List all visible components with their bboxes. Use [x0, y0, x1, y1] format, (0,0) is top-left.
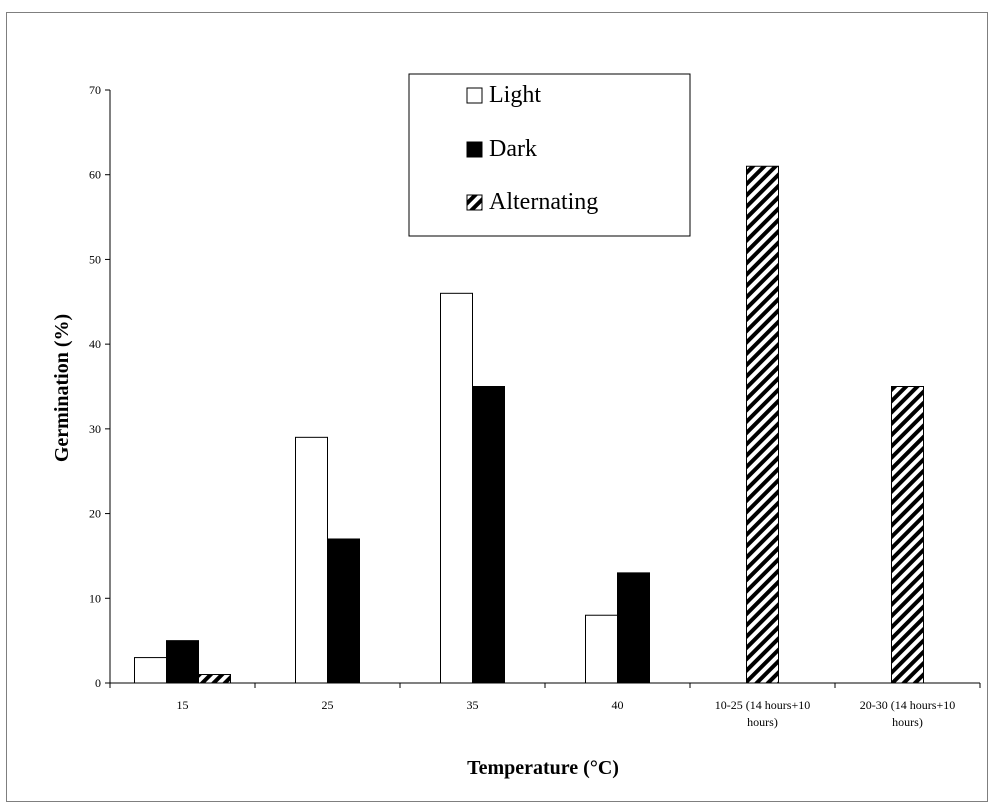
x-tick-label: 15	[177, 698, 189, 712]
x-tick-label: 20-30 (14 hours+10 hours)	[860, 698, 955, 729]
y-tick-label: 60	[89, 168, 101, 182]
bar-dark	[617, 572, 650, 684]
legend-swatch-light	[466, 87, 483, 104]
legend-label-dark: Dark	[489, 136, 537, 162]
x-tick-label: 35	[467, 698, 479, 712]
legend: Light Dark Alternating	[408, 73, 691, 237]
y-axis-title: Germination (%)	[51, 314, 73, 462]
y-tick-label: 0	[95, 676, 101, 690]
legend-swatch-dark	[466, 141, 483, 158]
legend-box	[408, 73, 691, 237]
bar-alternating	[891, 386, 924, 684]
x-tick-label: 40	[612, 698, 624, 712]
y-tick-label: 50	[89, 252, 101, 266]
x-tick-label: 25	[322, 698, 334, 712]
y-tick-label: 40	[89, 337, 101, 351]
legend-swatch-alternating	[466, 194, 483, 211]
bar-alternating	[198, 674, 231, 684]
y-tick-label: 30	[89, 422, 101, 436]
bar-light	[440, 292, 473, 684]
labels: Germination (%) Temperature (°C)	[51, 314, 619, 779]
y-tick-label: 10	[89, 591, 101, 605]
legend-label-light: Light	[489, 82, 541, 108]
bar-light	[585, 614, 618, 684]
bar-light	[134, 657, 167, 684]
legend-label-alternating: Alternating	[489, 189, 598, 215]
bar-light	[295, 436, 328, 684]
bars	[134, 165, 924, 684]
bar-dark	[472, 386, 505, 684]
x-axis-title: Temperature (°C)	[467, 757, 619, 779]
x-tick-label: 10-25 (14 hours+10 hours)	[715, 698, 810, 729]
y-tick-label: 20	[89, 507, 101, 521]
bar-dark	[327, 538, 360, 684]
y-tick-label: 70	[89, 83, 101, 97]
bar-alternating	[746, 165, 779, 684]
bar-dark	[166, 640, 199, 684]
axes: 0 10 20 30 40 50 60 70 15 25 35 40 10-25 (14 hours+1…	[89, 83, 981, 729]
